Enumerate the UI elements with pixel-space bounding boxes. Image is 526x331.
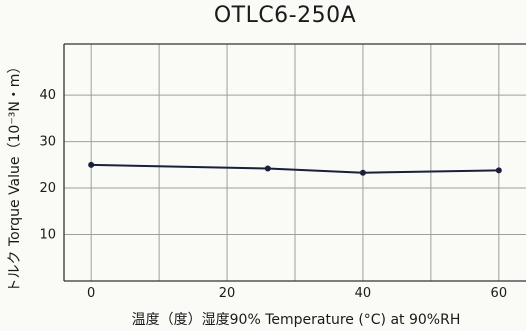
y-tick-label: 40: [39, 88, 56, 103]
data-point: [359, 169, 366, 176]
x-tick-label: 40: [355, 286, 372, 301]
y-tick-label: 10: [39, 228, 56, 243]
data-point: [88, 161, 95, 168]
x-axis-label: 温度（度）湿度90% Temperature (°C) at 90%RH: [131, 312, 461, 328]
series-line: [91, 163, 499, 174]
y-tick-label: 20: [39, 181, 56, 196]
x-tick-label: 20: [219, 286, 236, 301]
y-tick-label: 30: [39, 135, 56, 150]
x-tick-label: 0: [87, 286, 95, 301]
data-point: [264, 165, 271, 172]
x-tick-label: 60: [491, 286, 508, 301]
data-point: [495, 167, 502, 174]
chart-title: OTLC6-250A: [213, 3, 357, 28]
